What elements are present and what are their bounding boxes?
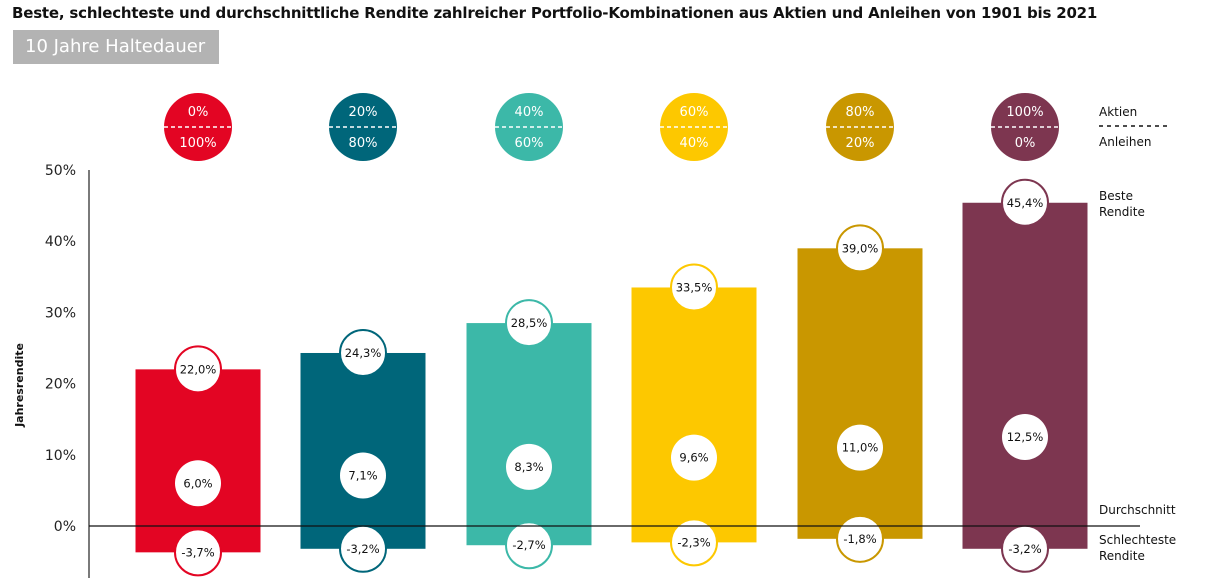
bonds-share: 100%	[179, 136, 216, 151]
avg-return-label: 6,0%	[183, 476, 212, 490]
legend-bonds: Anleihen	[1099, 135, 1151, 149]
best-return-label: 39,0%	[842, 241, 879, 255]
worst-return-label: -1,8%	[843, 532, 876, 546]
avg-return-label: 8,3%	[514, 460, 543, 474]
y-tick-label: 10%	[45, 448, 76, 464]
y-tick-label: 30%	[45, 305, 76, 321]
avg-return-label: 7,1%	[348, 468, 377, 482]
best-return-circle	[339, 328, 387, 377]
legend-stocks: Aktien	[1099, 105, 1137, 119]
y-tick-label: 50%	[45, 163, 76, 179]
y-axis-label: Jahresrendite	[13, 343, 26, 428]
avg-return-circle	[340, 452, 386, 499]
allocation-circle	[991, 93, 1059, 161]
legend-average: Durchschnitt	[1099, 503, 1176, 517]
holding-period-badge: 10 Jahre Haltedauer	[13, 30, 219, 64]
worst-return-label: -2,7%	[512, 538, 545, 552]
best-return-label: 45,4%	[1007, 196, 1044, 210]
best-return-circle	[836, 224, 884, 273]
bonds-share: 0%	[1015, 136, 1036, 151]
avg-return-circle	[506, 443, 552, 490]
best-return-label: 24,3%	[345, 346, 382, 360]
range-bar	[962, 202, 1088, 549]
stocks-share: 40%	[515, 105, 544, 120]
range-bar	[466, 323, 592, 546]
avg-return-label: 11,0%	[842, 441, 879, 455]
worst-return-label: -3,2%	[346, 542, 379, 556]
worst-return-circle	[836, 514, 884, 563]
best-return-label: 22,0%	[180, 362, 217, 376]
range-bar	[631, 287, 757, 543]
bonds-share: 20%	[846, 136, 875, 151]
stocks-share: 0%	[188, 105, 209, 120]
range-bar	[797, 248, 923, 539]
worst-return-label: -2,3%	[677, 535, 710, 549]
stocks-share: 80%	[846, 105, 875, 120]
legend-worst-1: Schlechteste	[1099, 533, 1176, 547]
stocks-share: 20%	[349, 105, 378, 120]
avg-return-circle	[671, 434, 717, 481]
worst-return-label: -3,7%	[181, 545, 214, 559]
best-return-circle	[505, 299, 553, 348]
stocks-share: 100%	[1006, 105, 1043, 120]
avg-return-label: 12,5%	[1007, 430, 1044, 444]
allocation-circle	[329, 93, 397, 161]
best-return-circle	[174, 345, 222, 394]
avg-return-label: 9,6%	[679, 451, 708, 465]
range-bar	[300, 352, 426, 549]
bonds-share: 40%	[680, 136, 709, 151]
avg-return-circle	[837, 424, 883, 471]
worst-return-label: -3,2%	[1008, 542, 1041, 556]
stocks-share: 60%	[680, 105, 709, 120]
bonds-share: 60%	[515, 136, 544, 151]
legend-worst-2: Rendite	[1099, 549, 1145, 563]
best-return-circle	[670, 263, 718, 312]
allocation-circle	[495, 93, 563, 161]
best-return-label: 28,5%	[511, 316, 548, 330]
worst-return-circle	[505, 521, 553, 570]
legend-best-2: Rendite	[1099, 205, 1145, 219]
worst-return-circle	[670, 518, 718, 567]
chart-title: Beste, schlechteste und durchschnittlich…	[12, 4, 1098, 22]
best-return-label: 33,5%	[676, 280, 713, 294]
allocation-circle	[826, 93, 894, 161]
best-return-circle	[1001, 178, 1049, 227]
allocation-circle	[660, 93, 728, 161]
y-tick-label: 40%	[45, 234, 76, 250]
y-tick-label: 0%	[54, 519, 76, 535]
avg-return-circle	[175, 460, 221, 507]
bonds-share: 80%	[349, 136, 378, 151]
legend-best-1: Beste	[1099, 189, 1133, 203]
worst-return-circle	[174, 528, 222, 577]
allocation-circle	[164, 93, 232, 161]
avg-return-circle	[1002, 414, 1048, 460]
y-tick-label: 20%	[45, 377, 76, 393]
